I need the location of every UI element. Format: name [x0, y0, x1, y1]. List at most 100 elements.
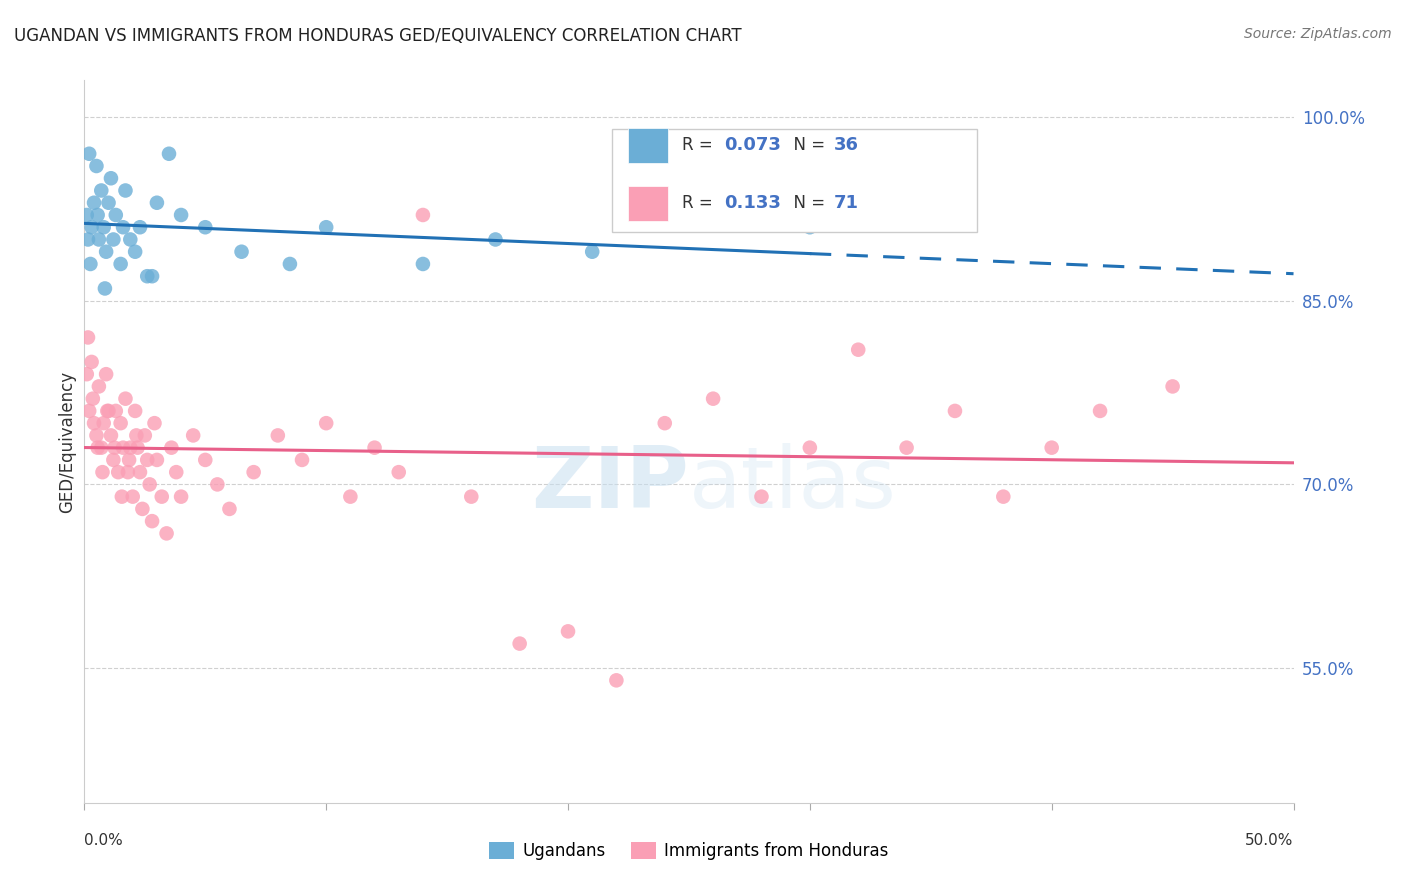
Point: [87, 379, 110, 393]
Point: [170, 208, 193, 222]
Point: [93, 416, 115, 430]
Point: [751, 490, 773, 504]
Point: [114, 184, 136, 198]
Point: [77, 232, 100, 246]
Point: [94, 281, 117, 295]
Point: [107, 465, 129, 479]
Point: [93, 220, 115, 235]
Point: [134, 428, 156, 442]
Point: [87, 232, 110, 246]
Point: [181, 428, 204, 442]
Point: [412, 208, 434, 222]
Point: [79, 257, 101, 271]
Point: [82, 392, 104, 406]
Text: Source: ZipAtlas.com: Source: ZipAtlas.com: [1244, 27, 1392, 41]
Point: [460, 490, 482, 504]
Point: [86, 428, 108, 442]
Text: 71: 71: [834, 194, 859, 212]
Point: [118, 453, 141, 467]
Point: [86, 208, 108, 222]
Point: [110, 257, 132, 271]
Point: [83, 195, 105, 210]
Point: [315, 416, 337, 430]
Text: ZIP: ZIP: [531, 443, 689, 526]
Point: [120, 441, 142, 455]
Point: [1161, 379, 1184, 393]
Point: [231, 244, 253, 259]
Point: [112, 441, 135, 455]
Point: [94, 367, 117, 381]
Point: [117, 465, 139, 479]
Point: [654, 416, 676, 430]
Point: [315, 220, 337, 235]
Point: [339, 490, 361, 504]
Point: [194, 453, 217, 467]
Point: [155, 526, 177, 541]
Point: [114, 392, 136, 406]
Point: [111, 490, 134, 504]
Text: N =: N =: [783, 136, 831, 154]
Point: [165, 465, 187, 479]
Point: [127, 441, 149, 455]
Point: [131, 502, 153, 516]
Point: [799, 441, 821, 455]
Text: 0.0%: 0.0%: [84, 833, 124, 848]
Point: [146, 453, 169, 467]
Point: [97, 404, 120, 418]
Legend: Ugandans, Immigrants from Honduras: Ugandans, Immigrants from Honduras: [482, 835, 896, 867]
Y-axis label: GED/Equivalency: GED/Equivalency: [58, 370, 76, 513]
Point: [170, 490, 193, 504]
Point: [484, 232, 506, 246]
Point: [90, 184, 112, 198]
Point: [702, 392, 724, 406]
Point: [509, 637, 531, 651]
Point: [557, 624, 579, 639]
Point: [86, 441, 108, 455]
Text: R =: R =: [682, 136, 718, 154]
Point: [896, 441, 918, 455]
Point: [129, 465, 152, 479]
Point: [799, 220, 821, 235]
Point: [278, 257, 301, 271]
Point: [1040, 441, 1063, 455]
Point: [80, 220, 103, 235]
Point: [267, 428, 290, 442]
Point: [100, 171, 122, 186]
Point: [218, 502, 240, 516]
Point: [136, 453, 159, 467]
Point: [412, 257, 434, 271]
Point: [129, 220, 152, 235]
Point: [77, 330, 100, 344]
Point: [581, 244, 603, 259]
Point: [194, 220, 217, 235]
Point: [605, 673, 627, 688]
Point: [100, 428, 122, 442]
Point: [76, 208, 98, 222]
Point: [103, 453, 125, 467]
Point: [146, 195, 169, 210]
Point: [80, 355, 103, 369]
Point: [363, 441, 385, 455]
Point: [120, 232, 142, 246]
Point: [91, 465, 114, 479]
Point: [1088, 404, 1111, 418]
Text: N =: N =: [783, 194, 831, 212]
Point: [77, 404, 100, 418]
Point: [103, 232, 125, 246]
Text: 0.073: 0.073: [724, 136, 780, 154]
Point: [291, 453, 314, 467]
Point: [993, 490, 1015, 504]
Point: [143, 416, 166, 430]
Text: 36: 36: [834, 136, 859, 154]
Point: [124, 244, 146, 259]
Point: [124, 404, 146, 418]
Point: [136, 269, 159, 284]
Point: [77, 146, 100, 161]
Point: [96, 404, 118, 418]
Text: 0.133: 0.133: [724, 194, 780, 212]
Point: [110, 416, 132, 430]
Point: [86, 159, 108, 173]
Point: [90, 441, 112, 455]
Point: [388, 465, 411, 479]
Point: [157, 146, 180, 161]
